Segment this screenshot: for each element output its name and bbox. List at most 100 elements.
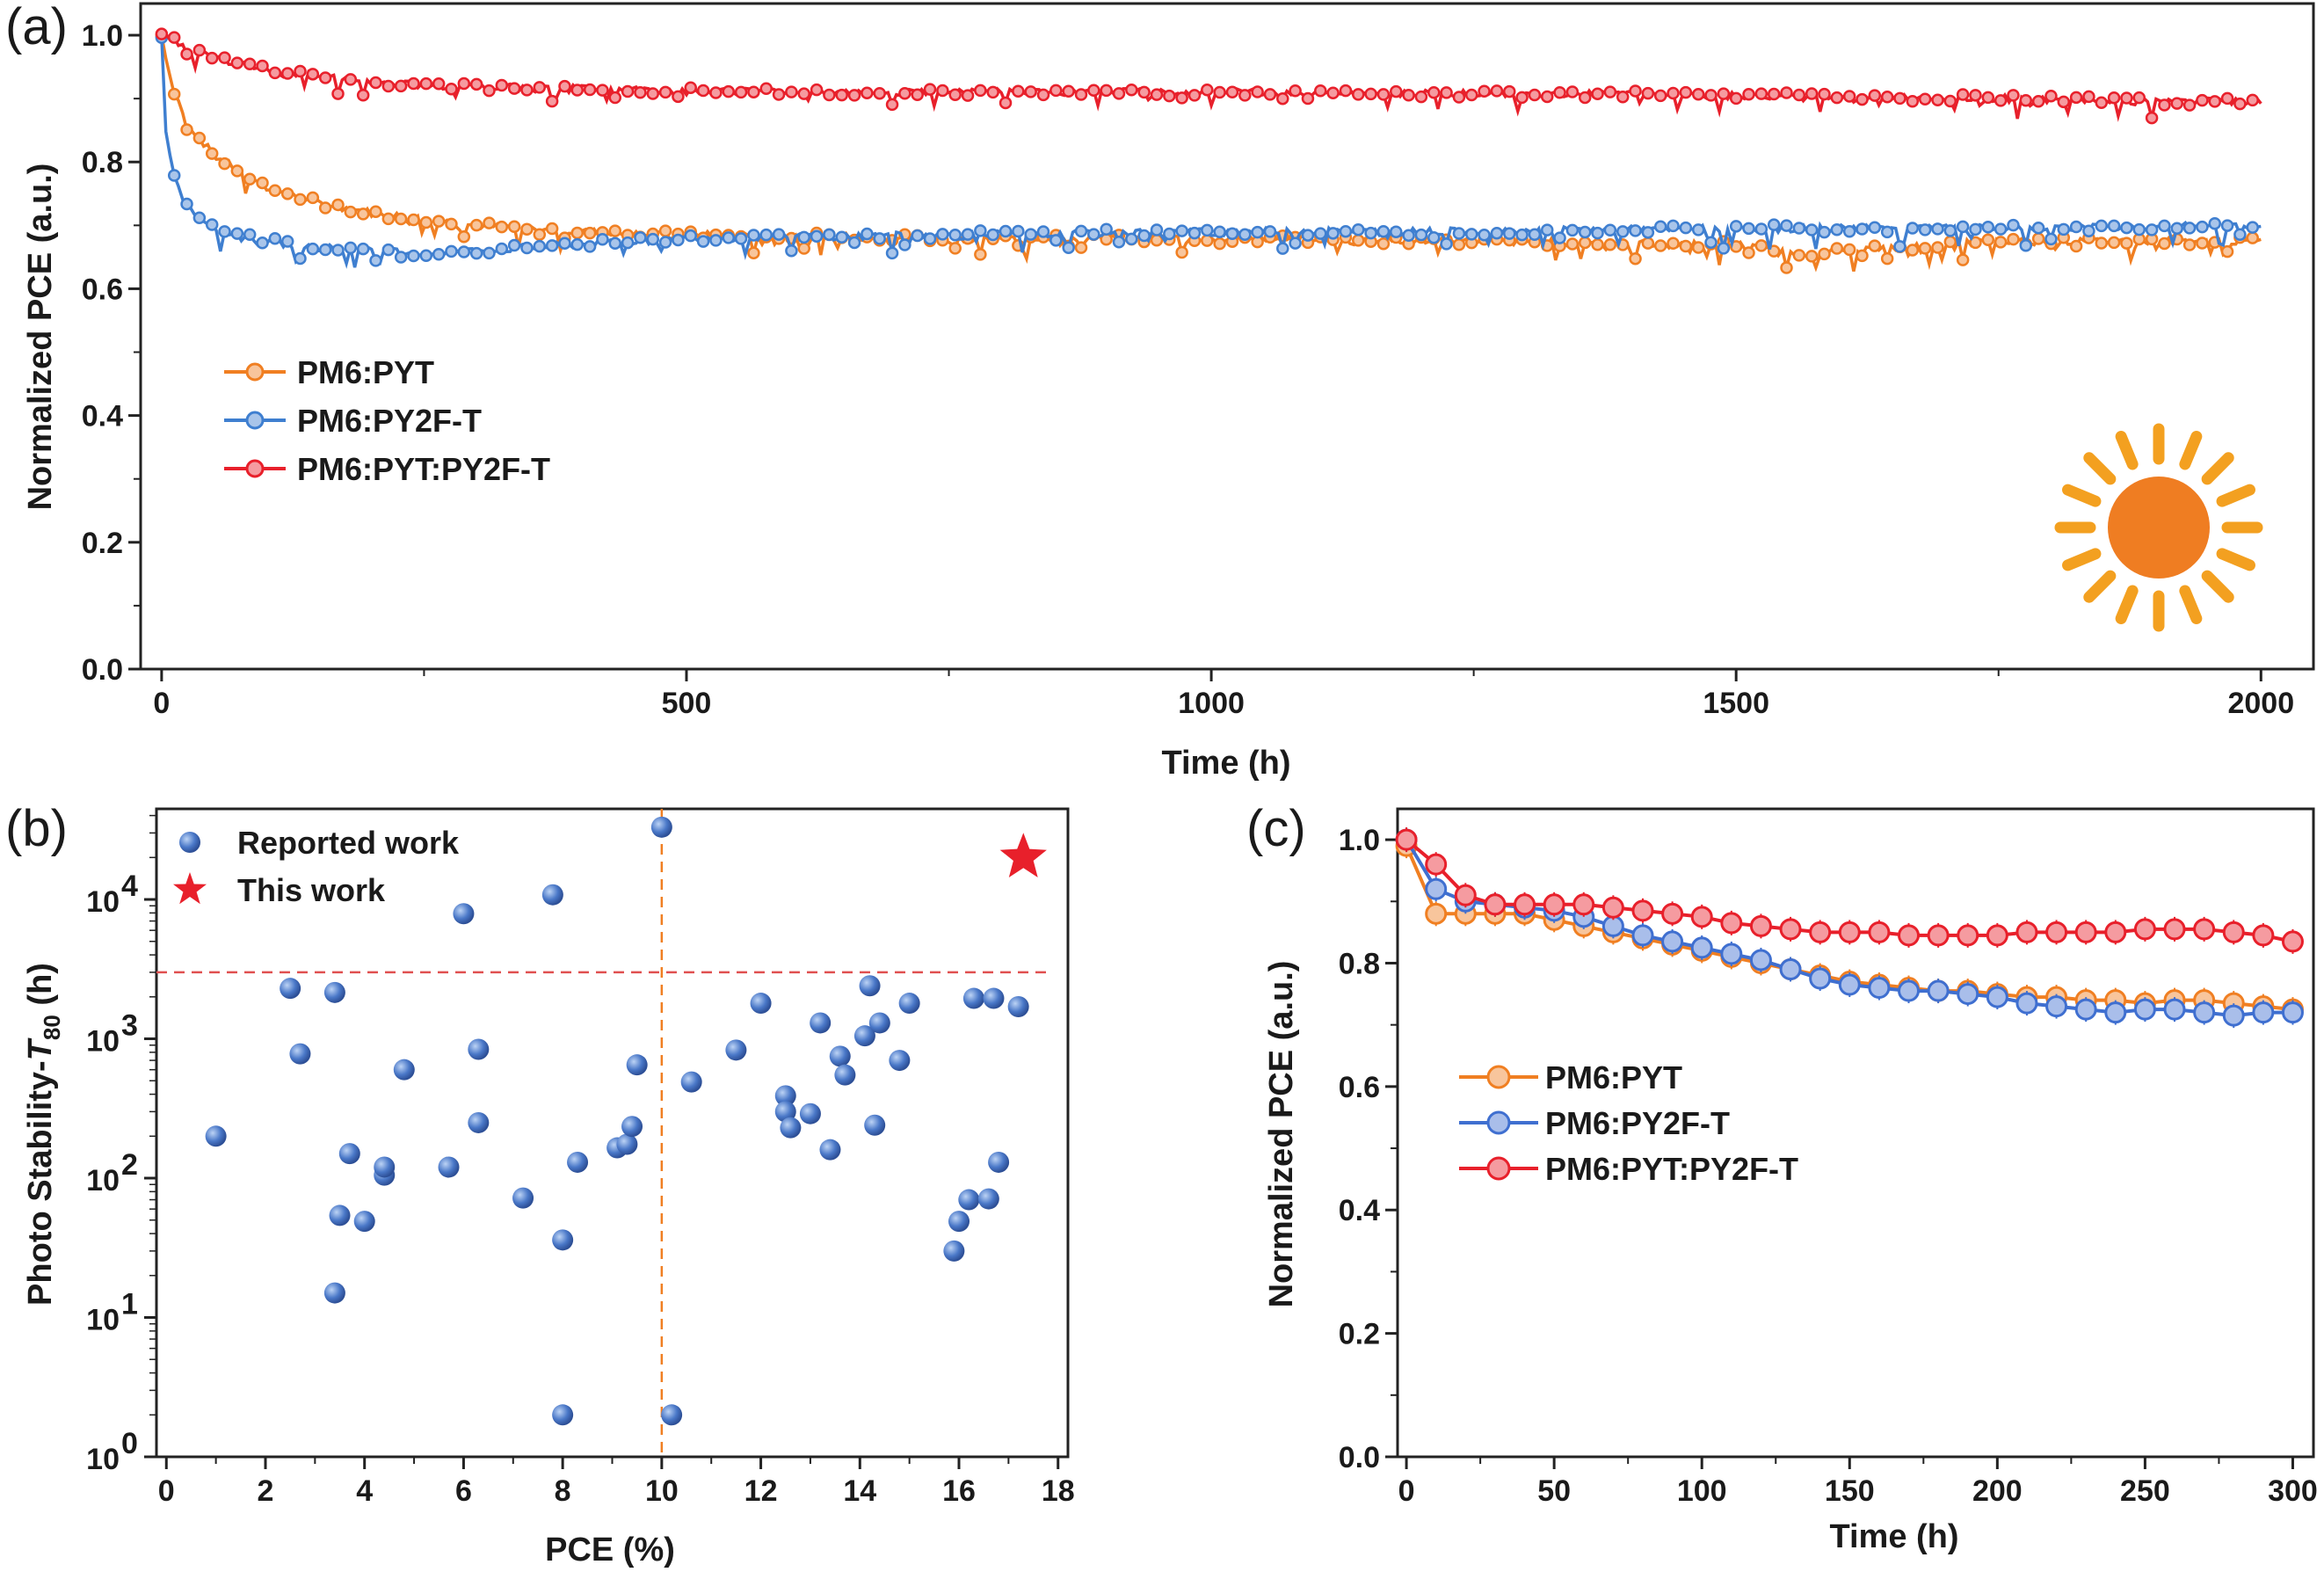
data-marker [369, 205, 382, 218]
sun-ray [2083, 452, 2117, 485]
data-marker [961, 228, 975, 241]
data-marker [1484, 893, 1507, 916]
data-marker [318, 201, 332, 215]
y-tick-exponent: 1 [121, 1288, 138, 1321]
data-marker [2057, 222, 2071, 237]
data-marker [747, 229, 760, 242]
reported-work-point [948, 1211, 970, 1233]
y-tick-exponent: 4 [121, 870, 138, 903]
data-marker [923, 232, 937, 245]
data-marker [911, 88, 924, 101]
data-marker [394, 79, 408, 93]
data-marker [533, 81, 547, 94]
x-tick-label: 100 [1677, 1474, 1727, 1508]
data-marker [948, 242, 962, 255]
data-marker [1514, 893, 1536, 916]
reported-work-point [829, 1045, 851, 1067]
data-marker [797, 242, 810, 255]
reported-work-point [626, 1054, 648, 1076]
data-marker [2193, 918, 2216, 941]
data-marker [469, 246, 483, 260]
reported-work-point [1007, 995, 1029, 1017]
data-marker [1956, 253, 1970, 266]
y-tick-label: 1.0 [1339, 824, 1380, 857]
data-marker [1868, 221, 1882, 235]
data-marker [936, 84, 949, 98]
data-marker [1779, 957, 1802, 980]
panel-c-x-axis-title: Time (h) [1829, 1518, 1958, 1555]
data-marker [1767, 218, 1781, 231]
data-marker [1012, 224, 1025, 238]
data-marker [2182, 222, 2197, 235]
data-marker [1425, 853, 1448, 876]
data-marker [608, 91, 622, 105]
reported-work-point [552, 1404, 574, 1426]
data-marker [1402, 88, 1415, 102]
data-marker [1629, 84, 1642, 98]
y-tick-exponent: 0 [121, 1427, 138, 1460]
data-marker [2170, 222, 2184, 236]
data-marker [1591, 87, 1604, 101]
data-marker [810, 83, 824, 97]
data-marker [483, 246, 496, 260]
data-marker [2031, 232, 2045, 245]
data-marker [2281, 930, 2304, 953]
data-marker [2170, 97, 2184, 110]
data-marker [394, 212, 408, 226]
x-tick-label: 10 [645, 1474, 679, 1508]
data-marker [192, 131, 207, 145]
data-marker [2044, 90, 2058, 103]
data-marker [1880, 251, 1894, 266]
panel-b-y-axis-title: Photo Stability-T80 (h) [22, 963, 65, 1306]
data-marker [772, 88, 786, 101]
data-marker [2220, 244, 2234, 258]
panel-c: (c) 0 50 100 150 200 250 300 0.0 0.2 0.4 0.6 0.8 1.0… [1246, 800, 2318, 1555]
data-marker [280, 235, 294, 248]
data-marker [1175, 245, 1188, 259]
data-marker [1616, 225, 1630, 238]
data-marker [2120, 221, 2133, 235]
data-marker [2015, 921, 2038, 943]
data-marker [2246, 231, 2259, 244]
data-marker [885, 98, 899, 112]
x-tick-label: 2000 [2227, 687, 2294, 720]
data-marker [1490, 84, 1504, 98]
reported-work-point [725, 1039, 747, 1061]
data-marker [2158, 237, 2171, 251]
reported-work-point [323, 1282, 345, 1304]
data-marker [861, 227, 874, 241]
data-marker [1691, 87, 1705, 101]
data-marker [1364, 226, 1377, 240]
data-marker [2132, 222, 2146, 237]
y-tick-label: 0.2 [1339, 1318, 1380, 1351]
data-marker [457, 76, 471, 91]
data-marker [180, 197, 193, 211]
data-marker [1112, 235, 1126, 249]
panel-b-legend: Reported work This work [173, 825, 460, 908]
data-marker [1427, 85, 1441, 99]
data-marker [747, 85, 760, 98]
data-marker [1943, 94, 1957, 108]
legend-label: This work [237, 872, 386, 908]
data-marker [331, 244, 345, 257]
data-marker [1464, 88, 1478, 102]
data-marker [672, 90, 685, 104]
data-marker [1906, 244, 1920, 257]
reported-work-point [512, 1187, 534, 1209]
data-marker [1893, 240, 1906, 253]
data-marker [1754, 87, 1768, 100]
data-marker [1326, 86, 1340, 100]
data-marker [1742, 222, 1755, 236]
data-marker [1301, 91, 1315, 106]
data-marker [1717, 87, 1731, 100]
data-marker [1565, 237, 1580, 251]
data-marker [1478, 84, 1491, 98]
x-tick-label: 0 [1398, 1474, 1415, 1508]
series-pm6-pyt-py2f-t [1395, 827, 2304, 954]
data-marker [1543, 893, 1565, 916]
data-marker [2074, 921, 2097, 943]
data-marker [658, 236, 672, 249]
legend-label: PM6:PY2F-T [297, 403, 482, 439]
data-marker [1339, 224, 1353, 238]
y-tick-base: 10 [86, 1164, 120, 1197]
